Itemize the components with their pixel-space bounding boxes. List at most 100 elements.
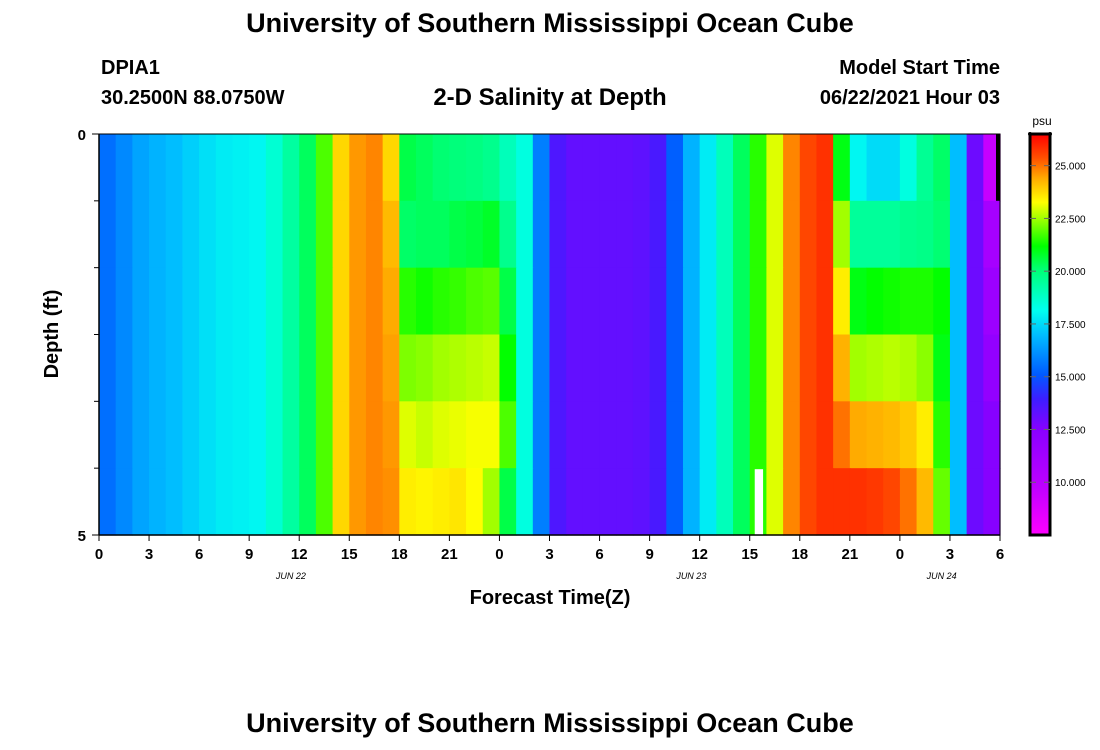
heatmap-cell xyxy=(816,134,834,202)
heatmap-cell xyxy=(232,200,250,269)
heatmap-cell xyxy=(399,267,417,336)
heatmap-cell xyxy=(516,134,534,202)
heatmap-cell xyxy=(716,200,734,269)
heatmap-cell xyxy=(265,334,284,402)
heatmap-cell xyxy=(199,401,217,469)
heatmap-cell xyxy=(566,200,584,269)
heatmap-cell xyxy=(599,267,617,336)
x-tick-label: 3 xyxy=(545,546,553,563)
heatmap-cell xyxy=(933,334,951,402)
heatmap-cell xyxy=(482,134,501,202)
heatmap-cell xyxy=(165,200,184,269)
heatmap-cell xyxy=(766,401,784,469)
heatmap-cell xyxy=(616,200,634,269)
x-tick-label: 21 xyxy=(441,546,458,563)
heatmap-cell xyxy=(983,334,1001,402)
heatmap-cell xyxy=(282,200,300,269)
heatmap-cell xyxy=(632,401,651,469)
heatmap-cell xyxy=(833,200,851,269)
x-tick-label: 3 xyxy=(946,546,954,563)
heatmap-cell xyxy=(966,401,984,469)
heatmap-cell xyxy=(349,401,367,469)
date-label: JUN 23 xyxy=(675,571,706,581)
heatmap-cell xyxy=(532,200,551,269)
heatmap-cell xyxy=(933,267,951,336)
heatmap-cell xyxy=(699,134,717,202)
heatmap-cell xyxy=(432,134,450,202)
heatmap-cell xyxy=(416,134,434,202)
heatmap-cell xyxy=(532,134,551,202)
heatmap-cell xyxy=(249,267,267,336)
x-tick-label: 0 xyxy=(495,546,503,563)
heatmap-cell xyxy=(916,401,934,469)
heatmap-cell xyxy=(199,334,217,402)
heatmap-cell xyxy=(149,468,167,536)
heatmap-cell xyxy=(466,267,484,336)
heatmap-cell xyxy=(416,468,434,536)
heatmap-cell xyxy=(99,334,117,402)
date-label: JUN 22 xyxy=(275,571,306,581)
heatmap-cell xyxy=(899,401,918,469)
heatmap-cell xyxy=(566,134,584,202)
heatmap-cell xyxy=(716,401,734,469)
heatmap-cell xyxy=(949,267,968,336)
heatmap-cell xyxy=(399,334,417,402)
heatmap-cell xyxy=(682,334,701,402)
heatmap-cell xyxy=(199,200,217,269)
heatmap-cell xyxy=(99,401,117,469)
heatmap-cell xyxy=(165,267,184,336)
heatmap-cell xyxy=(682,134,701,202)
heatmap-cell xyxy=(332,334,350,402)
heatmap-cell xyxy=(733,134,751,202)
heatmap-cell xyxy=(516,267,534,336)
heatmap-cell xyxy=(632,134,651,202)
x-axis-title: Forecast Time(Z) xyxy=(470,587,631,609)
heatmap-cell xyxy=(499,401,517,469)
heatmap-cell xyxy=(549,334,567,402)
heatmap-cell xyxy=(149,334,167,402)
heatmap-cell xyxy=(916,200,934,269)
heatmap-cell xyxy=(649,468,667,536)
heatmap-cell xyxy=(532,334,551,402)
heatmap-cell xyxy=(466,334,484,402)
y-tick-label: 5 xyxy=(78,528,86,545)
heatmap-cell xyxy=(499,468,517,536)
page-title: University of Southern Mississippi Ocean… xyxy=(246,8,854,38)
heatmap-cell xyxy=(783,267,801,336)
heatmap-cell xyxy=(466,401,484,469)
heatmap-cell xyxy=(549,401,567,469)
heatmap-cell xyxy=(582,401,601,469)
heatmap-cell xyxy=(866,267,884,336)
heatmap-cell xyxy=(766,267,784,336)
heatmap-cell xyxy=(983,468,1001,536)
heatmap-cell xyxy=(816,401,834,469)
heatmap-cell xyxy=(132,267,150,336)
station-coordinates: 30.2500N 88.0750W xyxy=(101,87,285,109)
heatmap-cell xyxy=(799,267,818,336)
heatmap-cell xyxy=(416,334,434,402)
heatmap-cell xyxy=(499,267,517,336)
x-tick-label: 15 xyxy=(741,546,758,563)
heatmap-cell xyxy=(549,267,567,336)
heatmap-cell xyxy=(866,468,884,536)
heatmap-cell xyxy=(666,334,684,402)
colorbar-corner-dot xyxy=(1048,132,1052,136)
heatmap-cell xyxy=(332,200,350,269)
heatmap-cell xyxy=(566,468,584,536)
heatmap-cell xyxy=(182,334,200,402)
heatmap-cell xyxy=(449,334,467,402)
heatmap-cell xyxy=(282,267,300,336)
heatmap-cell xyxy=(382,200,400,269)
heatmap-cell xyxy=(766,468,784,536)
heatmap-cell xyxy=(482,334,501,402)
heatmap-cell xyxy=(265,468,284,536)
x-tick-label: 6 xyxy=(595,546,603,563)
heatmap-cell xyxy=(482,468,501,536)
x-tick-label: 18 xyxy=(391,546,408,563)
y-axis-title: Depth (ft) xyxy=(41,290,63,379)
heatmap-cell xyxy=(432,200,450,269)
heatmap-cell xyxy=(899,267,918,336)
heatmap-cell xyxy=(315,134,334,202)
x-tick-label: 9 xyxy=(245,546,253,563)
